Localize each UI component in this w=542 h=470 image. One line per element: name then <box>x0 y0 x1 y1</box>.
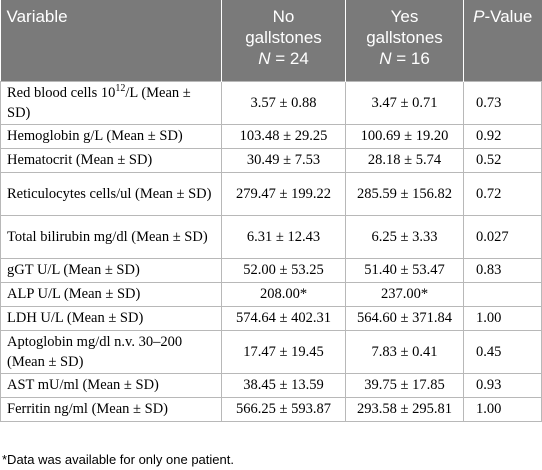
table-footnote: *Data was available for only one patient… <box>2 452 234 467</box>
row-variable: Red blood cells 1012/L (Mean ± SD) <box>0 80 222 125</box>
header-variable: Variable <box>0 0 222 81</box>
table-row: Hemoglobin g/L (Mean ± SD) 103.48 ± 29.2… <box>0 123 542 149</box>
row-p-value: 0.52 <box>463 147 542 173</box>
row-variable: Ferritin ng/ml (Mean ± SD) <box>0 396 222 422</box>
header-no-line2: gallstones <box>245 28 322 47</box>
row-no-gallstones: 279.47 ± 199.22 <box>221 171 346 216</box>
table-body: Red blood cells 1012/L (Mean ± SD) 3.57 … <box>0 80 542 422</box>
row-variable-post: /L (Mean ± SD) <box>7 84 191 121</box>
table-row: Total bilirubin mg/dl (Mean ± SD) 6.31 ±… <box>0 214 542 259</box>
row-no-gallstones: 6.31 ± 12.43 <box>221 214 346 259</box>
header-row: Variable No gallstones N = 24 Yes gallst… <box>0 0 542 81</box>
row-variable: AST mU/ml (Mean ± SD) <box>0 372 222 398</box>
header-yes-line1: Yes <box>390 7 419 26</box>
row-variable: Hemoglobin g/L (Mean ± SD) <box>0 123 222 149</box>
row-yes-gallstones: 564.60 ± 371.84 <box>345 305 464 331</box>
row-variable: ALP U/L (Mean ± SD) <box>0 281 222 307</box>
row-no-gallstones: 574.64 ± 402.31 <box>221 305 346 331</box>
row-p-value: 0.92 <box>463 123 542 149</box>
row-variable-pre: Red blood cells 10 <box>7 84 116 101</box>
row-p-value: 0.45 <box>463 329 542 374</box>
row-no-gallstones: 38.45 ± 13.59 <box>221 372 346 398</box>
table-row: gGT U/L (Mean ± SD) 52.00 ± 53.25 51.40 … <box>0 257 542 283</box>
table-row: ALP U/L (Mean ± SD) 208.00* 237.00* <box>0 281 542 307</box>
row-no-gallstones: 52.00 ± 53.25 <box>221 257 346 283</box>
header-no-n-value: = 24 <box>270 49 309 68</box>
row-yes-gallstones: 3.47 ± 0.71 <box>345 80 464 125</box>
table-header: Variable No gallstones N = 24 Yes gallst… <box>0 0 542 81</box>
row-yes-gallstones: 6.25 ± 3.33 <box>345 214 464 259</box>
row-no-gallstones: 17.47 ± 19.45 <box>221 329 346 374</box>
row-variable: gGT U/L (Mean ± SD) <box>0 257 222 283</box>
row-p-value: 0.73 <box>463 80 542 125</box>
table-row: LDH U/L (Mean ± SD) 574.64 ± 402.31 564.… <box>0 305 542 331</box>
row-yes-gallstones: 51.40 ± 53.47 <box>345 257 464 283</box>
table-row: Aptoglobin mg/dl n.v. 30–200 (Mean ± SD)… <box>0 329 542 374</box>
row-variable: Reticulocytes cells/ul (Mean ± SD) <box>0 171 222 216</box>
row-p-value: 0.72 <box>463 171 542 216</box>
row-variable: LDH U/L (Mean ± SD) <box>0 305 222 331</box>
header-p-value: P-Value <box>464 0 542 81</box>
table-row: AST mU/ml (Mean ± SD) 38.45 ± 13.59 39.7… <box>0 372 542 398</box>
table-row: Hematocrit (Mean ± SD) 30.49 ± 7.53 28.1… <box>0 147 542 173</box>
row-variable: Hematocrit (Mean ± SD) <box>0 147 222 173</box>
row-no-gallstones: 566.25 ± 593.87 <box>221 396 346 422</box>
row-no-gallstones: 103.48 ± 29.25 <box>221 123 346 149</box>
row-no-gallstones: 3.57 ± 0.88 <box>221 80 346 125</box>
header-yes-gallstones: Yes gallstones N = 16 <box>345 0 464 81</box>
row-yes-gallstones: 293.58 ± 295.81 <box>345 396 464 422</box>
data-table-container: Variable No gallstones N = 24 Yes gallst… <box>0 0 542 422</box>
table-row: Ferritin ng/ml (Mean ± SD) 566.25 ± 593.… <box>0 396 542 422</box>
row-p-value: 0.93 <box>463 372 542 398</box>
header-p-rest: -Value <box>484 7 533 26</box>
header-yes-line2: gallstones <box>366 28 443 47</box>
row-no-gallstones: 30.49 ± 7.53 <box>221 147 346 173</box>
header-no-line1: No <box>272 7 295 26</box>
row-yes-gallstones: 28.18 ± 5.74 <box>345 147 464 173</box>
table-row: Red blood cells 1012/L (Mean ± SD) 3.57 … <box>0 80 542 125</box>
table-row: Reticulocytes cells/ul (Mean ± SD) 279.4… <box>0 171 542 216</box>
row-yes-gallstones: 100.69 ± 19.20 <box>345 123 464 149</box>
row-no-gallstones: 208.00* <box>221 281 346 307</box>
row-p-value: 1.00 <box>463 305 542 331</box>
row-yes-gallstones: 285.59 ± 156.82 <box>345 171 464 216</box>
row-variable: Total bilirubin mg/dl (Mean ± SD) <box>0 214 222 259</box>
row-variable-sup: 12 <box>115 82 126 94</box>
row-p-value: 0.027 <box>463 214 542 259</box>
row-p-value: 0.83 <box>463 257 542 283</box>
row-p-value: 1.00 <box>463 396 542 422</box>
row-yes-gallstones: 237.00* <box>345 281 464 307</box>
row-variable: Aptoglobin mg/dl n.v. 30–200 (Mean ± SD) <box>0 329 222 374</box>
header-no-gallstones: No gallstones N = 24 <box>221 0 346 81</box>
row-yes-gallstones: 39.75 ± 17.85 <box>345 372 464 398</box>
row-p-value <box>463 281 542 307</box>
row-yes-gallstones: 7.83 ± 0.41 <box>345 329 464 374</box>
gallstones-table: Variable No gallstones N = 24 Yes gallst… <box>0 0 542 422</box>
header-no-n-label: N <box>258 49 271 68</box>
header-p-italic: P <box>473 7 485 26</box>
header-yes-n-label: N <box>379 49 392 68</box>
header-yes-n-value: = 16 <box>391 49 430 68</box>
